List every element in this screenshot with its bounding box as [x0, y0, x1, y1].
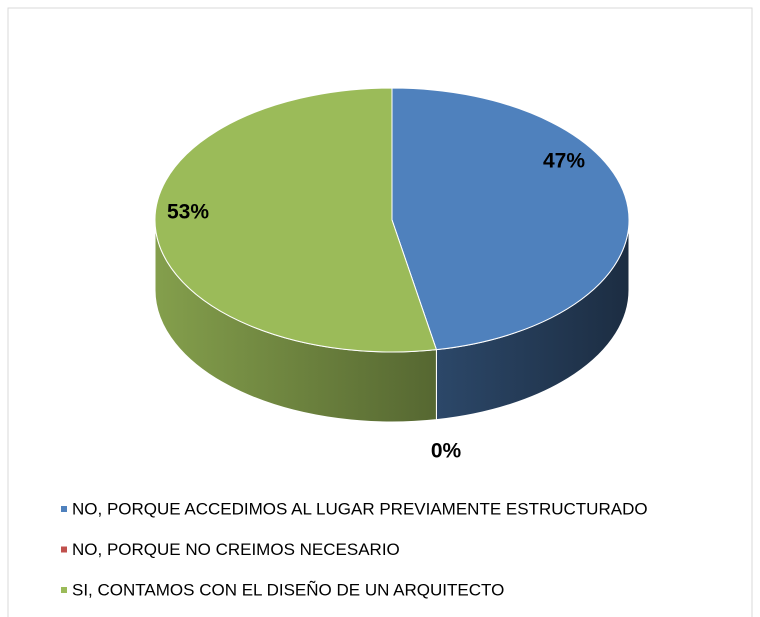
data-label: 47% [543, 150, 585, 173]
legend-marker [61, 506, 67, 512]
legend-label: NO, PORQUE ACCEDIMOS AL LUGAR PREVIAMENT… [72, 499, 648, 518]
legend-marker [61, 587, 67, 593]
pie-slice [154, 87, 438, 353]
legend-marker [61, 546, 67, 553]
legend-label: SI, CONTAMOS CON EL DISEÑO DE UN ARQUITE… [72, 580, 504, 599]
data-label: 53% [167, 201, 209, 224]
data-label: 0% [431, 440, 462, 463]
chart-border [7, 7, 753, 617]
legend-label: NO, PORQUE NO CREIMOS NECESARIO [72, 540, 400, 559]
pie-slice [391, 87, 630, 351]
